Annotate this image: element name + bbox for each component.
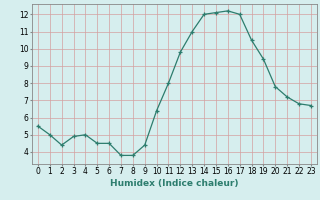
X-axis label: Humidex (Indice chaleur): Humidex (Indice chaleur)	[110, 179, 239, 188]
